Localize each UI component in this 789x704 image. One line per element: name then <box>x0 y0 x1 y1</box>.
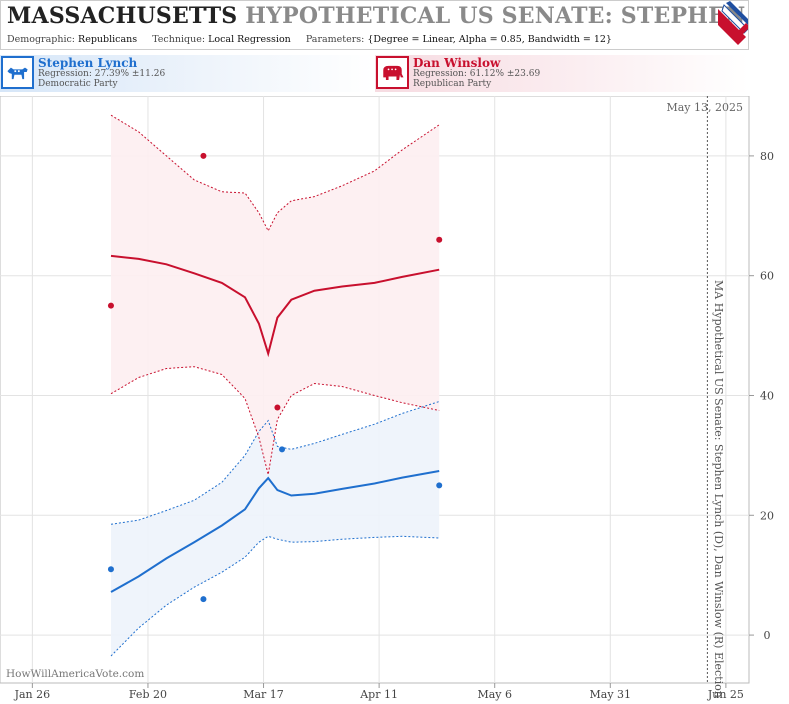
confidence-band <box>111 115 440 475</box>
candidate-regression: Regression: 27.39% ±11.26 <box>38 69 166 79</box>
chart-title: MA Hypothetical US Senate: Stephen Lynch… <box>712 280 725 698</box>
poll-points <box>107 152 443 603</box>
y-tick-label: 40 <box>760 389 774 402</box>
x-tick-label: Jan 26 <box>14 688 51 701</box>
x-tick-label: Feb 20 <box>129 688 167 701</box>
title-rest: HYPOTHETICAL US SENATE: STEPHEN LYNCH <box>245 3 748 29</box>
poll-point <box>436 236 443 243</box>
watermark: HowWillAmericaVote.com <box>6 668 144 680</box>
trend-line <box>110 254 440 358</box>
title-state: MASSACHUSETTS <box>7 3 238 29</box>
trend-lines <box>110 114 440 657</box>
y-tick-label: 0 <box>764 629 771 642</box>
x-tick-label: Mar 17 <box>243 688 284 701</box>
chart-axes: Jan 26 Feb 20 Mar 17 Apr 11 May 6 May 31 Jun 2… <box>14 150 774 701</box>
poll-point <box>274 404 281 411</box>
poll-point <box>107 302 114 309</box>
technique-label: Technique: <box>152 34 206 45</box>
regression-chart: Jan 26 Feb 20 Mar 17 Apr 11 May 6 May 31 Jun 2… <box>0 96 774 701</box>
y-tick-label: 20 <box>760 509 774 522</box>
confidence-bands <box>111 115 440 656</box>
page-title: MASSACHUSETTS HYPOTHETICAL US SENATE: ST… <box>7 3 748 29</box>
candidate-card-republican: Dan Winslow Regression: 61.12% ±23.69 Re… <box>375 55 749 92</box>
chart-header: MASSACHUSETTS HYPOTHETICAL US SENATE: ST… <box>0 0 749 50</box>
x-tick-label: Jun 25 <box>707 688 744 701</box>
donkey-icon <box>1 56 34 89</box>
technique-value: Local Regression <box>208 34 291 45</box>
candidate-party: Democratic Party <box>38 79 118 89</box>
poll-point <box>200 152 207 159</box>
candidate-card-democrat: Stephen Lynch Regression: 27.39% ±11.26 … <box>0 55 375 92</box>
candidate-regression: Regression: 61.12% ±23.69 <box>413 69 541 79</box>
parameters-label: Parameters: <box>305 34 365 45</box>
x-tick-label: May 31 <box>590 688 632 701</box>
poll-point <box>107 566 114 573</box>
poll-point <box>279 446 286 453</box>
candidate-name: Dan Winslow <box>413 56 501 70</box>
date-label: May 13, 2025 <box>666 101 743 114</box>
demographic-value: Republicans <box>78 34 138 45</box>
upper-bound-line <box>110 401 440 525</box>
upper-bound-line <box>110 114 440 232</box>
x-tick-label: May 6 <box>477 688 512 701</box>
demographic-label: Demographic: <box>7 34 76 45</box>
flag-logo-icon <box>718 1 748 45</box>
poll-point <box>200 596 207 603</box>
parameters-line: Demographic: Republicans Technique: Loca… <box>7 34 624 45</box>
elephant-icon <box>376 56 409 89</box>
confidence-band <box>111 401 440 656</box>
y-tick-label: 80 <box>760 150 774 163</box>
x-tick-label: Apr 11 <box>359 688 398 701</box>
plot-frame <box>0 96 750 684</box>
candidate-name: Stephen Lynch <box>38 56 138 70</box>
poll-point <box>436 482 443 489</box>
trend-line <box>110 470 440 593</box>
parameters-value: {Degree = Linear, Alpha = 0.85, Bandwidt… <box>367 34 612 45</box>
y-tick-label: 60 <box>760 270 774 283</box>
candidate-party: Republican Party <box>413 79 492 89</box>
